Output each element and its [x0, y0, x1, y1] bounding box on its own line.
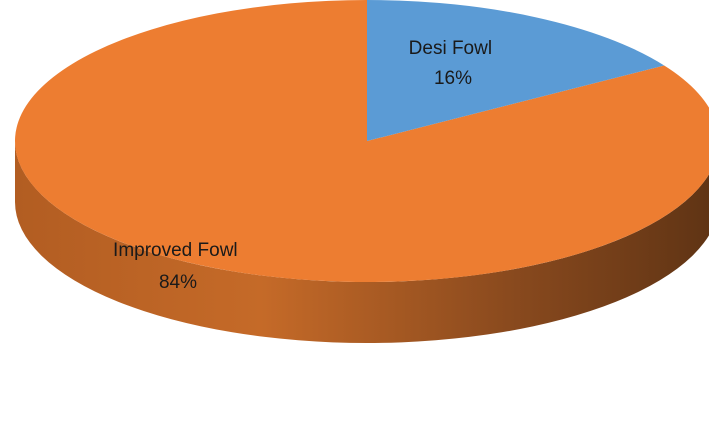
pie-side-improved-fowl: [15, 141, 709, 343]
data-label-improved-fowl: Improved Fowl 84%: [113, 240, 243, 293]
data-label-desi-fowl: Desi Fowl 16%: [409, 38, 498, 89]
pie-slice-improved-fowl: [15, 0, 709, 282]
pie-slice-desi-fowl: [367, 0, 665, 141]
